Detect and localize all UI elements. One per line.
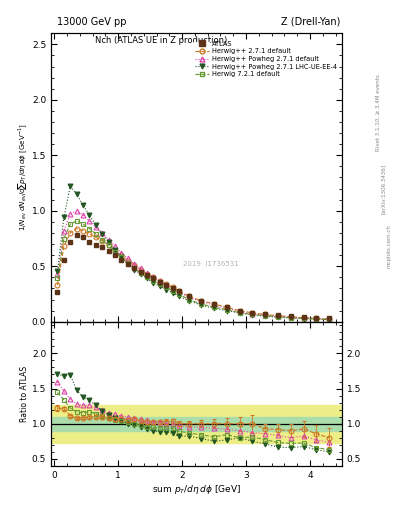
Text: Nch (ATLAS UE in Z production): Nch (ATLAS UE in Z production) bbox=[95, 36, 228, 45]
Y-axis label: $1/N_{ev}\ dN_{ev}/d\!\sum\!p_T/d\eta\,d\phi\ [\mathrm{GeV}^{-1}]$: $1/N_{ev}\ dN_{ev}/d\!\sum\!p_T/d\eta\,d… bbox=[16, 124, 29, 231]
Text: 13000 GeV pp: 13000 GeV pp bbox=[57, 16, 127, 27]
Text: mcplots.cern.ch: mcplots.cern.ch bbox=[387, 224, 391, 268]
Text: Z (Drell-Yan): Z (Drell-Yan) bbox=[281, 16, 340, 27]
Y-axis label: Ratio to ATLAS: Ratio to ATLAS bbox=[20, 366, 29, 422]
Legend: ATLAS, Herwig++ 2.7.1 default, Herwig++ Powheg 2.7.1 default, Herwig++ Powheg 2.: ATLAS, Herwig++ 2.7.1 default, Herwig++ … bbox=[193, 39, 339, 79]
Bar bbox=[51, 417, 342, 431]
X-axis label: sum $p_T/d\eta\,d\phi$ [GeV]: sum $p_T/d\eta\,d\phi$ [GeV] bbox=[152, 482, 241, 496]
Text: [arXiv:1306.3436]: [arXiv:1306.3436] bbox=[381, 164, 386, 215]
Text: Rivet 3.1.10, ≥ 3.4M events: Rivet 3.1.10, ≥ 3.4M events bbox=[376, 74, 380, 151]
Text: 2019  I1736531: 2019 I1736531 bbox=[183, 261, 239, 267]
Bar bbox=[51, 404, 342, 443]
